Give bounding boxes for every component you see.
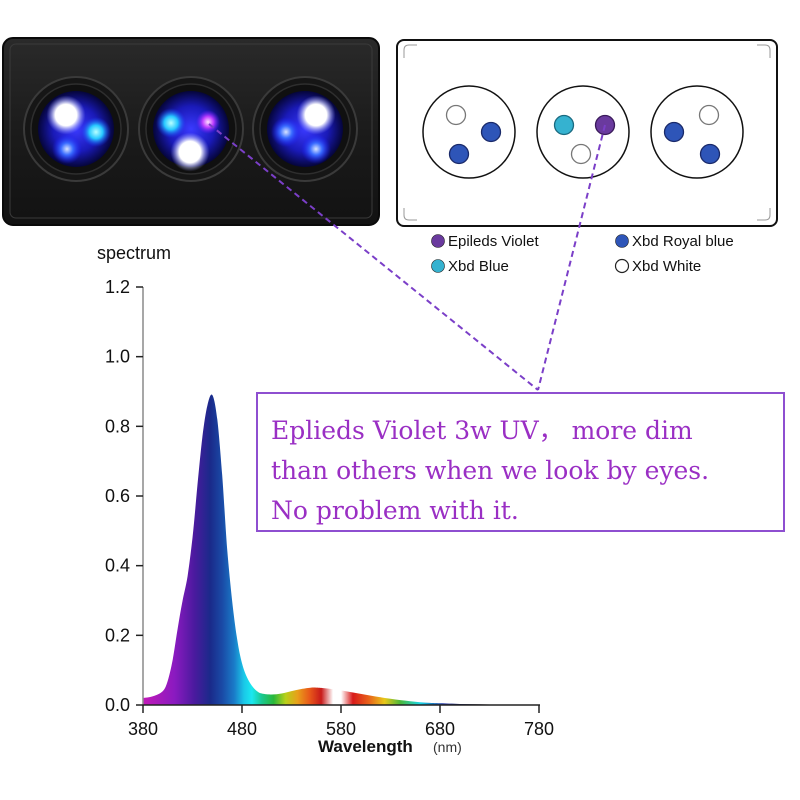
x-tick-label: 780: [524, 719, 554, 739]
legend-item: Xbd Royal blue: [615, 233, 734, 250]
y-tick-label: 0.2: [105, 625, 130, 645]
x-tick-label: 680: [425, 719, 455, 739]
x-axis-label: Wavelength: [318, 737, 413, 756]
photo-led-royal-blue: [271, 117, 301, 147]
diagram-led-xbd-white: [698, 104, 720, 126]
fixture-bezel: [9, 43, 373, 219]
x-tick-label: 380: [128, 719, 158, 739]
diagram-pod: [536, 85, 630, 179]
photo-led-royal-blue: [301, 134, 331, 164]
legend-item: Xbd White: [614, 258, 701, 275]
diagram-led-xbd-white: [445, 104, 467, 126]
diagram-led-xbd-royal-blue: [699, 143, 721, 165]
photo-led-royal-blue: [52, 134, 82, 164]
y-axis-label: spectrum: [97, 243, 171, 263]
x-axis-unit: (nm): [433, 739, 462, 755]
legend-label: Xbd Royal blue: [632, 233, 734, 250]
led-layout-diagram: [396, 39, 778, 227]
diagram-pod: [422, 85, 516, 179]
callout-line-2: than others when we look by eyes.: [271, 456, 709, 485]
diagram-led-xbd-royal-blue: [448, 143, 470, 165]
diagram-pod-outline: [422, 85, 516, 179]
x-tick-label: 580: [326, 719, 356, 739]
diagram-inner-corner-tl: [403, 44, 417, 58]
diagram-led-xbd-royal-blue: [663, 121, 685, 143]
led-legend: Epileds Violet Xbd Royal blue Xbd Blue Xbd …: [431, 233, 734, 275]
y-tick-label: 0.4: [105, 556, 130, 576]
device-photo: [2, 37, 380, 226]
spectrum-area: [143, 394, 539, 705]
callout-box: Eplieds Violet 3w UV， more dim than othe…: [256, 392, 785, 532]
photo-led-xbd-blue: [156, 108, 186, 138]
leader-line-photo: [208, 123, 539, 391]
legend-swatch: [614, 258, 630, 274]
legend-item: Xbd Blue: [431, 258, 509, 275]
diagram-pod: [650, 85, 744, 179]
photo-pod: [252, 76, 358, 182]
legend-swatch: [431, 234, 445, 248]
legend-label: Xbd Blue: [448, 258, 509, 275]
callout-line-3: No problem with it.: [271, 496, 519, 525]
diagram-led-xbd-blue: [553, 114, 575, 136]
diagram-inner-corner-tr: [757, 44, 771, 58]
photo-led-white: [46, 95, 86, 135]
legend-swatch: [431, 259, 445, 273]
photo-led-xbd-blue: [81, 117, 111, 147]
x-tick-label: 480: [227, 719, 257, 739]
photo-led-white: [170, 132, 210, 172]
callout-frame: [256, 392, 785, 532]
y-tick-label: 0.8: [105, 416, 130, 436]
legend-label: Epileds Violet: [448, 233, 539, 250]
photo-led-violet: [196, 110, 220, 134]
diagram-led-xbd-white: [570, 143, 592, 165]
diagram-pod-outline: [536, 85, 630, 179]
legend-swatch: [615, 234, 629, 248]
y-tick-label: 0.0: [105, 695, 130, 715]
diagram-led-xbd-royal-blue: [480, 121, 502, 143]
diagram-inner-corner-br: [757, 208, 771, 221]
diagram-inner-corner-bl: [403, 208, 417, 221]
callout-line-1: Eplieds Violet 3w UV， more dim: [271, 416, 693, 445]
y-tick-label: 0.6: [105, 486, 130, 506]
y-tick-label: 1.0: [105, 347, 130, 367]
photo-pod: [23, 76, 129, 182]
photo-pod: [138, 76, 244, 182]
leader-line-diagram: [537, 124, 606, 391]
y-tick-label: 1.2: [105, 277, 130, 297]
legend-item: Epileds Violet: [431, 233, 539, 250]
photo-led-white: [296, 95, 336, 135]
legend-label: Xbd White: [632, 258, 701, 275]
spectrum-chart: spectrum 0.0 0.2 0.4 0.6 0.8 1.0 1.2 380 480 580…: [97, 243, 554, 756]
